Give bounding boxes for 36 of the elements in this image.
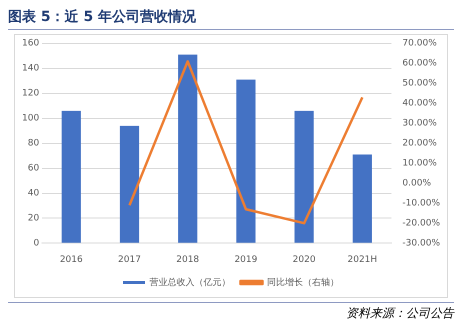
y2-tick-label: 10.00% [402, 158, 438, 169]
bar [294, 110, 314, 243]
x-tick-label: 2018 [176, 254, 200, 265]
y2-tick-label: 40.00% [402, 98, 438, 109]
bar [178, 54, 198, 243]
y2-tick-label: -20.00% [402, 218, 440, 229]
chart-title: 图表 5：近 5 年公司营收情况 [8, 8, 454, 30]
x-tick-label: 2021H [347, 254, 378, 265]
y2-tick-label: 20.00% [402, 138, 438, 149]
bar [120, 126, 140, 243]
x-tick-label: 2017 [118, 254, 141, 265]
text: 资料来源：公司公告 [8, 303, 454, 322]
bar [352, 154, 372, 243]
y-tick-label: 120 [22, 88, 40, 99]
y-tick-label: 160 [22, 38, 40, 49]
bar [62, 110, 81, 243]
x-tick-label: 2020 [292, 254, 316, 265]
y2-tick-label: -10.00% [402, 198, 440, 209]
y-tick-label: 60 [28, 164, 40, 174]
y-tick-label: 140 [22, 64, 40, 74]
bar [236, 80, 256, 243]
legend-label: 营业总收入（亿元） [150, 276, 230, 288]
y2-tick-label: 50.00% [402, 78, 438, 89]
x-tick-label: 2019 [234, 254, 258, 265]
y-tick-label: 80 [28, 138, 40, 149]
y2-tick-label: 0.00% [402, 178, 432, 189]
y-tick-label: 100 [22, 114, 40, 124]
x-tick-label: 2016 [60, 254, 84, 265]
y2-tick-label: -30.00% [402, 238, 440, 249]
legend-label: 同比增长（右轴） [267, 276, 339, 288]
y2-tick-label: 30.00% [402, 118, 438, 129]
y2-tick-label: 70.00% [402, 38, 438, 49]
y-tick-label: 40 [28, 188, 40, 199]
y2-tick-label: 60.00% [402, 58, 438, 69]
y-tick-label: 0 [33, 238, 40, 249]
y-tick-label: 20 [28, 214, 40, 224]
